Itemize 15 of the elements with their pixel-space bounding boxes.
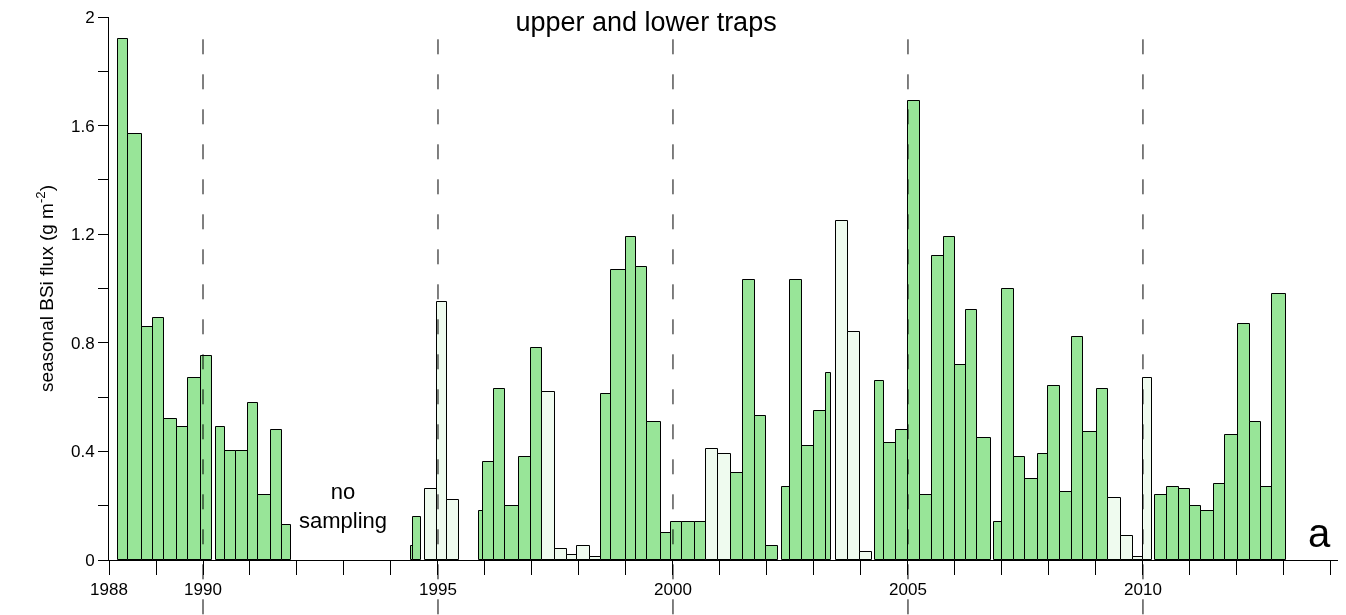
annotation: a [1308, 511, 1331, 555]
x-tick-label: 1988 [90, 580, 128, 600]
y-tick-label: 1.6 [70, 116, 95, 136]
x-tick-label: 2010 [1124, 580, 1162, 600]
y-tick-label: 0 [85, 550, 95, 570]
annotation: no sampling [299, 479, 388, 533]
x-tick-label: 2005 [889, 580, 927, 600]
y-tick-label: 1.2 [70, 225, 95, 245]
y-tick-label: 0.4 [70, 442, 95, 462]
x-tick-label: 2000 [654, 580, 692, 600]
x-tick-label: 1995 [419, 580, 457, 600]
y-tick-label: 0.8 [70, 333, 95, 353]
chart-title: upper and lower traps [515, 7, 777, 38]
y-tick-label: 2 [85, 7, 95, 27]
x-tick-label: 1990 [184, 580, 222, 600]
